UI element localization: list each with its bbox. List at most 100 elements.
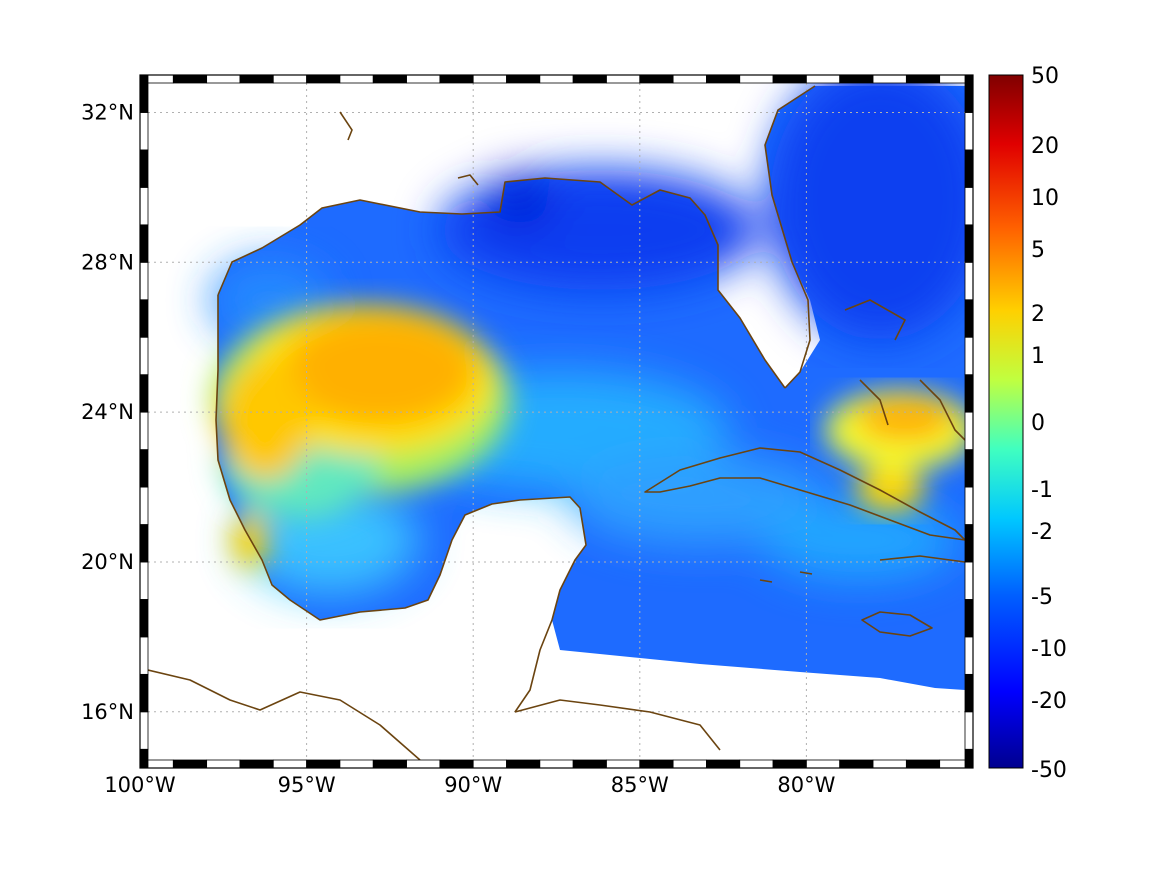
- frame-segment: [964, 636, 974, 675]
- frame-segment: [139, 561, 149, 600]
- frame-segment: [905, 759, 941, 769]
- frame-segment: [406, 759, 441, 769]
- frame-segment: [639, 74, 674, 84]
- frame-segment: [964, 299, 974, 338]
- frame-segment: [539, 74, 574, 84]
- colorbar-tick-label: 0: [1031, 411, 1045, 436]
- frame-segment: [372, 74, 407, 84]
- frame-segment: [739, 759, 774, 769]
- frame-segment: [139, 336, 149, 376]
- frame-segment: [139, 149, 149, 188]
- frame-segment: [606, 74, 641, 84]
- frame-segment: [206, 759, 241, 769]
- lat-tick-label: 16°N: [81, 700, 134, 724]
- frame-segment: [439, 759, 474, 769]
- frame-segment: [964, 411, 974, 450]
- colorbar-tick-label: 50: [1031, 64, 1059, 89]
- frame-segment: [539, 759, 574, 769]
- frame-segment: [572, 759, 607, 769]
- frame-segment: [139, 486, 149, 525]
- frame-segment: [139, 186, 149, 226]
- frame-segment: [706, 74, 741, 84]
- lat-tick-label: 28°N: [81, 250, 134, 274]
- frame-segment: [905, 74, 941, 84]
- frame-segment: [872, 759, 907, 769]
- frame-segment: [964, 486, 974, 525]
- lat-tick-label: 20°N: [81, 550, 134, 574]
- frame-segment: [964, 336, 974, 376]
- frame-segment: [964, 524, 974, 563]
- frame-outline: [139, 74, 974, 769]
- frame-segment: [839, 759, 874, 769]
- frame-segment: [139, 673, 149, 713]
- frame-segment: [139, 524, 149, 563]
- frame-segment: [964, 449, 974, 488]
- frame-segment: [172, 74, 208, 84]
- frame-segment: [706, 759, 741, 769]
- frame-segment: [964, 261, 974, 301]
- frame-segment: [272, 759, 307, 769]
- colorbar-tick-label: 1: [1031, 344, 1045, 369]
- frame-segment: [839, 74, 874, 84]
- frame-segment: [139, 261, 149, 301]
- colorbar-tick-label: -1: [1031, 478, 1053, 503]
- frame-segment: [806, 759, 841, 769]
- colorbar-tick-label: 5: [1031, 238, 1045, 263]
- frame-segment: [964, 561, 974, 600]
- colorbar-tick-label: 2: [1031, 302, 1045, 327]
- frame-segment: [872, 74, 907, 84]
- colorbar-tick-label: -5: [1031, 585, 1053, 610]
- frame-segment: [806, 74, 841, 84]
- frame-segment: [272, 74, 307, 84]
- frame-segment: [506, 759, 541, 769]
- frame-segment: [139, 74, 149, 113]
- frame-segment: [772, 74, 807, 84]
- frame-segment: [964, 224, 974, 263]
- frame-segment: [139, 299, 149, 338]
- frame-segment: [964, 149, 974, 188]
- frame-segment: [239, 759, 274, 769]
- sst-field: [210, 83, 965, 690]
- frame-segment: [506, 74, 541, 84]
- frame-segment: [206, 74, 241, 84]
- frame-segment: [964, 748, 974, 769]
- lon-tick-label: 85°W: [611, 773, 669, 797]
- frame-segment: [139, 636, 149, 675]
- frame-segment: [739, 74, 774, 84]
- colorbar-tick-label: 20: [1031, 134, 1059, 159]
- colorbar-gradient: [988, 74, 1024, 769]
- frame-segment: [964, 112, 974, 151]
- frame-segment: [139, 411, 149, 450]
- frame-segment: [172, 759, 208, 769]
- frame-segment: [139, 224, 149, 263]
- frame-segment: [606, 759, 641, 769]
- lon-tick-label: 90°W: [444, 773, 502, 797]
- lon-tick-label: 80°W: [777, 773, 835, 797]
- frame-segment: [472, 759, 507, 769]
- frame-segment: [139, 374, 149, 413]
- frame-segment: [339, 759, 374, 769]
- frame-segment: [139, 748, 149, 769]
- lat-tick-label: 32°N: [81, 100, 134, 124]
- coastlines: [148, 85, 965, 760]
- frame-segment: [964, 673, 974, 713]
- frame-segment: [964, 374, 974, 413]
- colorbar-tick-label: -50: [1031, 758, 1067, 783]
- frame-segment: [964, 74, 974, 113]
- frame-segment: [672, 759, 707, 769]
- map-frame: [139, 74, 974, 769]
- frame-segment: [139, 112, 149, 151]
- frame-segment: [406, 74, 441, 84]
- grid-lines: [148, 83, 965, 760]
- colorbar-tick-label: -2: [1031, 520, 1053, 545]
- frame-segment: [439, 74, 474, 84]
- lat-tick-label: 24°N: [81, 400, 134, 424]
- frame-segment: [372, 759, 407, 769]
- frame-segment: [306, 759, 341, 769]
- frame-segment: [139, 711, 149, 750]
- frame-segment: [964, 186, 974, 226]
- frame-segment: [672, 74, 707, 84]
- frame-segment: [964, 711, 974, 750]
